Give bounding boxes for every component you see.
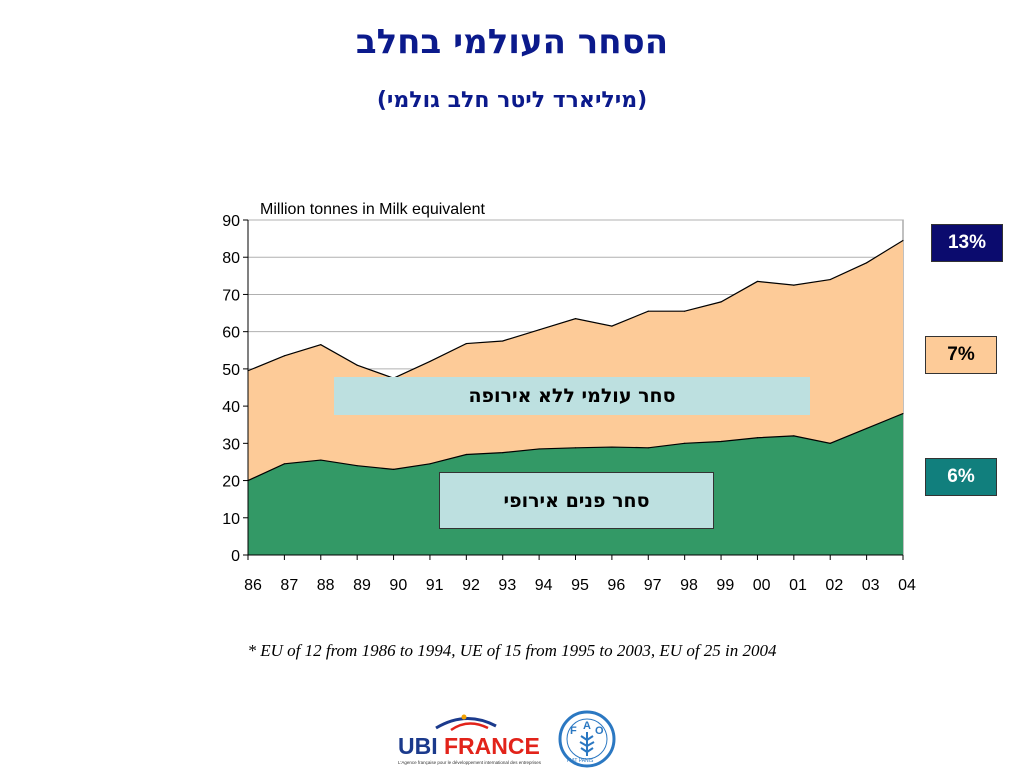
world-growth-badge: 7%	[925, 336, 997, 374]
x-tick-label: 93	[498, 577, 516, 594]
x-tick-label: 87	[280, 577, 298, 594]
data-point	[538, 329, 540, 331]
x-tick-label: 94	[535, 577, 553, 594]
data-point	[429, 463, 431, 465]
data-point	[538, 448, 540, 450]
data-point	[502, 452, 504, 454]
y-tick-label: 90	[222, 213, 240, 230]
data-point	[574, 318, 577, 320]
data-point	[465, 453, 467, 456]
eu-growth-badge: 6%	[925, 458, 997, 496]
x-tick-label: 89	[353, 577, 371, 594]
data-point	[684, 442, 686, 444]
data-point	[720, 440, 722, 443]
x-tick-label: 90	[389, 577, 407, 594]
x-tick-label: 95	[571, 577, 589, 594]
footnote: * EU of 12 from 1986 to 1994, UE of 15 f…	[247, 641, 777, 660]
y-tick-label: 60	[222, 325, 240, 342]
x-tick-label: 04	[898, 577, 916, 594]
x-tick-label: 03	[862, 577, 880, 594]
data-point	[647, 310, 649, 312]
data-point	[283, 463, 285, 465]
page-title: הסחר העולמי בחלב	[355, 22, 669, 62]
data-point	[465, 342, 467, 345]
data-point	[756, 437, 759, 439]
data-point	[866, 262, 868, 264]
y-tick-label: 20	[222, 474, 240, 491]
page-subtitle: (מיליארד ליטר חלב גולמי)	[376, 88, 648, 113]
x-tick-label: 02	[825, 577, 843, 594]
y-tick-label: 10	[222, 511, 240, 528]
y-tick-label: 40	[222, 399, 240, 416]
data-point	[574, 447, 577, 449]
data-point	[356, 465, 358, 467]
data-point	[866, 427, 868, 430]
ubifrance-logo: UBI FRANCE L'Agence française pour le dé…	[398, 714, 542, 765]
fao-letter-o: O	[595, 725, 604, 737]
data-point	[720, 301, 722, 303]
data-point	[902, 239, 904, 242]
x-tick-label: 96	[607, 577, 625, 594]
y-axis-label: Million tonnes in Milk equivalent	[260, 201, 486, 218]
total-growth-badge: 13%	[931, 224, 1003, 262]
data-point	[392, 468, 395, 470]
data-point	[611, 325, 613, 327]
y-tick-label: 30	[222, 436, 240, 453]
data-point	[611, 446, 613, 448]
fao-letter-f: F	[570, 725, 577, 737]
world-trade-label: סחר עולמי ללא אירופה	[334, 377, 810, 415]
data-point	[283, 355, 285, 357]
data-point	[793, 435, 795, 437]
x-tick-label: 97	[644, 577, 662, 594]
data-point	[502, 340, 504, 342]
data-point	[829, 278, 831, 281]
x-tick-label: 86	[244, 577, 262, 594]
y-tick-label: 0	[231, 548, 240, 565]
ubifrance-tagline: L'Agence française pour le développement…	[398, 760, 542, 765]
x-tick-label: 99	[716, 577, 734, 594]
data-point	[684, 310, 686, 312]
data-point	[756, 280, 759, 283]
x-tick-label: 00	[753, 577, 771, 594]
ubifrance-prefix: UBI	[398, 733, 438, 759]
y-tick-label: 50	[222, 362, 240, 379]
x-tick-label: 91	[426, 577, 444, 594]
fao-logo: F A O FIAT PANIS	[558, 710, 616, 768]
fao-motto: FIAT PANIS	[567, 758, 594, 764]
data-point	[429, 360, 431, 363]
eu-trade-label: סחר פנים אירופי	[439, 472, 714, 529]
y-tick-label: 70	[222, 287, 240, 304]
data-point	[829, 442, 831, 444]
x-tick-label: 92	[462, 577, 480, 594]
data-point	[902, 412, 904, 415]
ubifrance-suffix: FRANCE	[444, 733, 540, 759]
data-point	[356, 364, 358, 366]
fao-letter-a: A	[583, 720, 591, 732]
data-point	[647, 447, 649, 449]
y-tick-label: 80	[222, 250, 240, 267]
data-point	[320, 344, 322, 346]
data-point	[320, 459, 322, 461]
x-tick-label: 98	[680, 577, 698, 594]
x-tick-label: 88	[317, 577, 335, 594]
data-point	[793, 284, 795, 286]
x-tick-label: 01	[789, 577, 807, 594]
